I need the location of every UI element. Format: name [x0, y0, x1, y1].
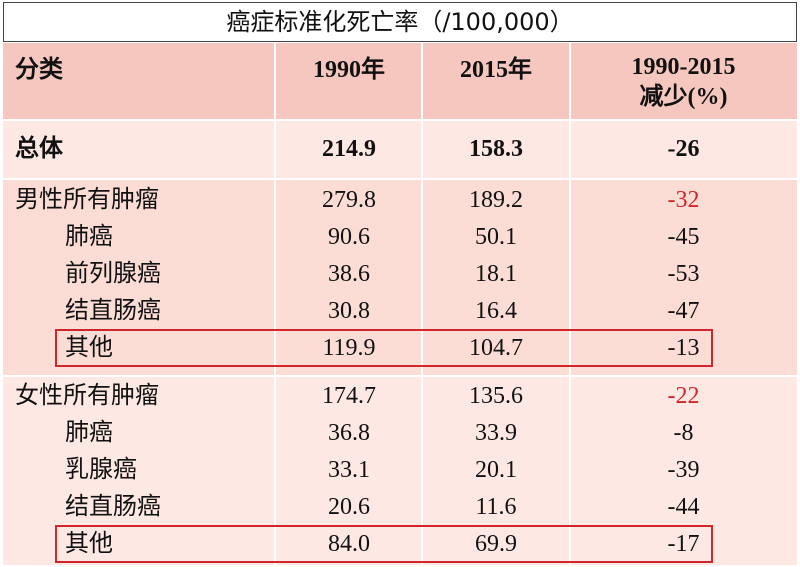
cell-value: 135.6 — [469, 383, 523, 409]
row-label: 其他 — [65, 335, 113, 361]
cell-value: 119.9 — [322, 335, 376, 361]
cell-value: 69.9 — [475, 531, 517, 557]
cell-value: -47 — [667, 298, 700, 324]
cell-value: 90.6 — [328, 224, 370, 250]
group-bg — [3, 377, 797, 565]
cell-value: 11.6 — [475, 494, 517, 520]
cell-value: -17 — [667, 531, 700, 557]
cell-value: 174.7 — [322, 383, 376, 409]
header-change: 1990-2015 — [631, 54, 736, 80]
cell-value: 16.4 — [475, 298, 517, 324]
cell-value: -39 — [667, 457, 700, 483]
cell-value: 33.1 — [328, 457, 370, 483]
column-divider — [421, 43, 423, 567]
row-label: 结直肠癌 — [65, 494, 161, 520]
cell-value: -13 — [667, 335, 700, 361]
cell-value: -32 — [667, 187, 700, 213]
row-label: 总体 — [15, 136, 63, 162]
row-label: 前列腺癌 — [65, 261, 161, 287]
cell-value: 158.3 — [469, 136, 523, 162]
cell-value: 214.9 — [322, 136, 376, 162]
cell-value: -26 — [667, 136, 700, 162]
column-divider — [274, 43, 276, 567]
cell-value: 30.8 — [328, 298, 370, 324]
highlight-box — [55, 329, 713, 367]
cell-value: -22 — [667, 383, 700, 409]
highlight-box — [55, 525, 713, 563]
cell-value: 18.1 — [475, 261, 517, 287]
cell-value: 189.2 — [469, 187, 523, 213]
row-label: 男性所有肿瘤 — [15, 187, 159, 213]
cell-value: 104.7 — [469, 335, 523, 361]
row-label: 女性所有肿瘤 — [15, 383, 159, 409]
title-bar: 癌症标准化死亡率（/100,000） — [3, 2, 797, 42]
row-label: 结直肠癌 — [65, 298, 161, 324]
column-divider — [569, 43, 571, 567]
group-bg — [3, 180, 797, 375]
row-label: 其他 — [65, 531, 113, 557]
cell-value: -44 — [667, 494, 700, 520]
row-label: 肺癌 — [65, 224, 113, 250]
cell-value: 33.9 — [475, 420, 517, 446]
total-row-bg — [3, 121, 797, 178]
header-2015: 2015年 — [460, 57, 532, 83]
cell-value: -45 — [667, 224, 700, 250]
cell-value: 279.8 — [322, 187, 376, 213]
row-label: 肺癌 — [65, 420, 113, 446]
header-row — [3, 43, 797, 119]
row-label: 乳腺癌 — [65, 457, 137, 483]
cell-value: -8 — [673, 420, 694, 446]
header-category: 分类 — [15, 57, 63, 83]
cell-value: 20.1 — [475, 457, 517, 483]
cell-value: 36.8 — [328, 420, 370, 446]
cell-value: 20.6 — [328, 494, 370, 520]
cell-value: 38.6 — [328, 261, 370, 287]
header-change-unit: 减少(%) — [639, 84, 728, 110]
table-title: 癌症标准化死亡率（/100,000） — [226, 8, 574, 36]
cell-value: -53 — [667, 261, 700, 287]
cell-value: 50.1 — [475, 224, 517, 250]
header-1990: 1990年 — [313, 57, 385, 83]
cell-value: 84.0 — [328, 531, 370, 557]
